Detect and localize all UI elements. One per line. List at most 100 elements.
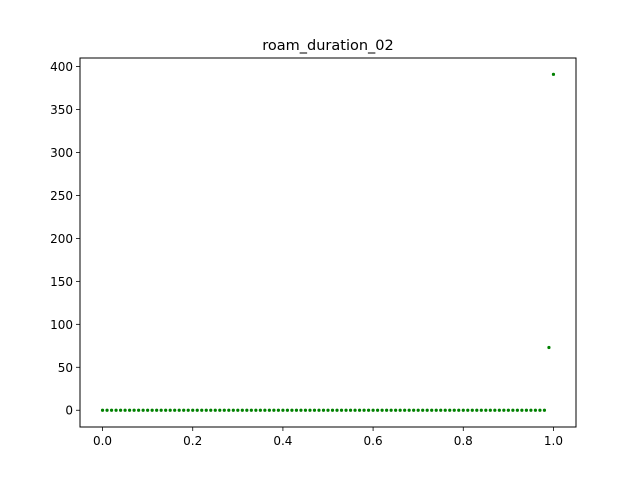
data-point	[547, 345, 551, 350]
data-point	[551, 72, 556, 76]
y-tick-label: 250	[50, 189, 73, 203]
data-point	[484, 408, 488, 412]
data-point	[425, 408, 429, 412]
data-point	[195, 408, 199, 412]
data-point	[213, 408, 217, 412]
data-point	[240, 408, 244, 412]
data-point	[439, 408, 443, 412]
data-point	[479, 408, 483, 412]
data-point	[335, 408, 339, 412]
x-tick-label: 1.0	[544, 434, 563, 448]
data-point	[353, 408, 357, 412]
data-point	[182, 408, 186, 412]
data-point	[249, 408, 253, 412]
data-point	[155, 408, 159, 412]
data-point	[146, 408, 150, 412]
data-point	[529, 408, 533, 412]
data-point	[339, 408, 344, 412]
data-point	[493, 408, 497, 412]
data-point	[461, 408, 465, 412]
data-point	[538, 408, 542, 412]
data-point	[385, 408, 389, 412]
data-point	[105, 408, 109, 412]
data-points	[100, 72, 556, 412]
data-point	[267, 408, 271, 412]
y-tick-label: 0	[65, 404, 73, 418]
data-point	[128, 408, 132, 412]
data-point	[290, 408, 294, 412]
data-point	[542, 408, 547, 412]
y-tick-label: 100	[50, 318, 73, 332]
data-point	[371, 408, 375, 412]
data-point	[475, 408, 479, 412]
data-point	[222, 408, 226, 412]
data-point	[245, 408, 249, 412]
data-point	[177, 408, 181, 412]
data-point	[506, 408, 510, 412]
data-point	[434, 408, 438, 412]
data-point	[118, 408, 123, 412]
data-point	[191, 408, 195, 412]
x-tick-label: 0.8	[454, 434, 473, 448]
data-point	[294, 408, 299, 412]
data-point	[272, 408, 276, 412]
data-point	[533, 408, 538, 412]
data-point	[443, 408, 447, 412]
data-point	[137, 408, 141, 412]
x-axis: 0.0 0.2 0.4 0.6 0.8 1.0	[93, 427, 563, 448]
data-point	[524, 408, 529, 412]
data-point	[376, 408, 380, 412]
data-point	[109, 408, 114, 412]
data-point	[132, 408, 136, 412]
data-point	[299, 408, 303, 412]
data-point	[326, 408, 330, 412]
data-point	[303, 408, 308, 412]
data-point	[421, 408, 425, 412]
data-point	[159, 408, 163, 412]
data-point	[285, 408, 290, 412]
data-point	[515, 408, 519, 412]
y-axis: 0 50 100 150 200 250 300 350 400	[50, 60, 80, 418]
data-point	[488, 408, 492, 412]
data-point	[448, 408, 452, 412]
data-point	[362, 408, 366, 412]
data-point	[173, 408, 177, 412]
data-point	[466, 408, 470, 412]
data-point	[308, 408, 312, 412]
data-point	[520, 408, 524, 412]
data-point	[470, 408, 474, 412]
y-tick-label: 400	[50, 60, 73, 74]
data-point	[236, 408, 240, 412]
data-point	[348, 408, 353, 412]
data-point	[141, 408, 145, 412]
data-point	[321, 408, 326, 412]
data-point	[209, 408, 213, 412]
x-tick-label: 0.4	[273, 434, 292, 448]
y-tick-label: 200	[50, 232, 73, 246]
data-point	[150, 408, 154, 412]
data-point	[511, 408, 515, 412]
x-tick-label: 0.0	[93, 434, 112, 448]
data-point	[100, 408, 105, 412]
data-point	[357, 408, 362, 412]
y-tick-label: 50	[58, 361, 73, 375]
data-point	[231, 408, 235, 412]
data-point	[281, 408, 285, 412]
y-tick-label: 150	[50, 275, 73, 289]
data-point	[366, 408, 371, 412]
data-point	[168, 408, 172, 412]
data-point	[312, 408, 317, 412]
y-tick-label: 300	[50, 146, 73, 160]
data-point	[407, 408, 411, 412]
data-point	[389, 408, 393, 412]
data-point	[380, 408, 384, 412]
data-point	[452, 408, 456, 412]
data-point	[218, 408, 222, 412]
data-point	[344, 408, 348, 412]
data-point	[457, 408, 461, 412]
data-point	[263, 408, 267, 412]
data-point	[200, 408, 204, 412]
data-point	[186, 408, 190, 412]
data-point	[412, 408, 416, 412]
